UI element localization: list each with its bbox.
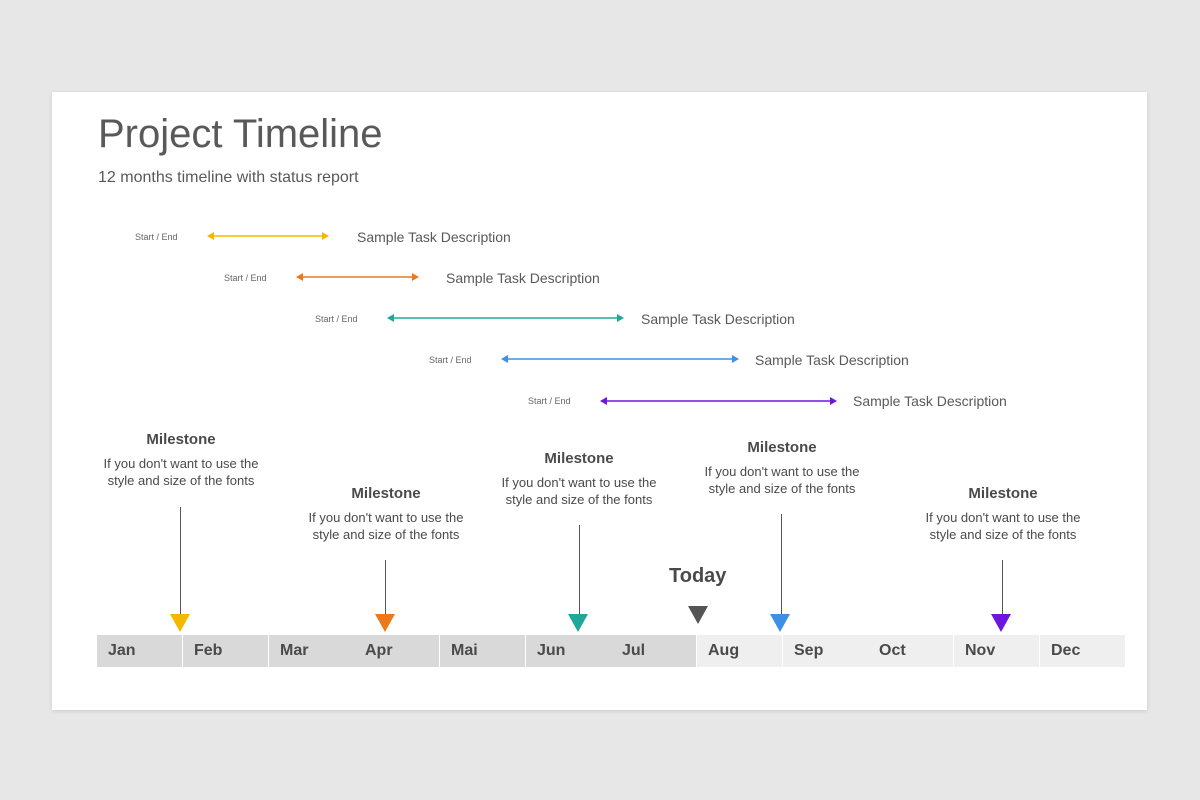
month-cell: Nov [954, 635, 1039, 667]
milestone-text: If you don't want to use the style and s… [501, 475, 657, 507]
milestone-title: Milestone [146, 431, 216, 448]
task-arrow [296, 272, 419, 282]
month-cell: Apr [354, 635, 439, 667]
milestone-text: If you don't want to use the style and s… [925, 510, 1081, 542]
task-description: Sample Task Description [853, 393, 1007, 409]
milestone-connector [385, 560, 386, 617]
task-description: Sample Task Description [446, 270, 600, 286]
task-arrow [387, 313, 624, 323]
task-start-end-label: Start / End [135, 232, 178, 242]
milestone-marker [170, 614, 190, 632]
task-start-end-label: Start / End [224, 273, 267, 283]
slide: Project Timeline 12 months timeline with… [52, 92, 1147, 710]
task-arrow [207, 231, 329, 241]
month-cell: Jan [97, 635, 182, 667]
milestone-connector [579, 525, 580, 617]
milestone-marker [770, 614, 790, 632]
month-cell: Mai [440, 635, 525, 667]
task-description: Sample Task Description [641, 311, 795, 327]
milestone-connector [180, 507, 181, 617]
milestone-marker [568, 614, 588, 632]
month-cell: Oct [868, 635, 953, 667]
page-title: Project Timeline [98, 112, 383, 156]
month-cell: Mar [269, 635, 354, 667]
milestone-title: Milestone [351, 485, 421, 502]
month-cell: Dec [1040, 635, 1125, 667]
milestone-connector [1002, 560, 1003, 617]
task-description: Sample Task Description [755, 352, 909, 368]
month-cell: Jun [526, 635, 611, 667]
task-start-end-label: Start / End [315, 314, 358, 324]
task-start-end-label: Start / End [528, 396, 571, 406]
milestone-text: If you don't want to use the style and s… [704, 464, 860, 496]
milestone-text: If you don't want to use the style and s… [308, 510, 464, 542]
month-cell: Jul [611, 635, 696, 667]
month-cell: Aug [697, 635, 782, 667]
today-marker [688, 606, 708, 624]
task-arrow [600, 396, 837, 406]
milestone-connector [781, 514, 782, 617]
milestone-marker [991, 614, 1011, 632]
task-arrow [501, 354, 739, 364]
month-cell: Sep [783, 635, 868, 667]
milestone-marker [375, 614, 395, 632]
milestone-text: If you don't want to use the style and s… [103, 456, 259, 488]
task-description: Sample Task Description [357, 229, 511, 245]
milestone-title: Milestone [968, 485, 1038, 502]
today-label: Today [669, 565, 727, 587]
milestone-title: Milestone [747, 439, 817, 456]
page-subtitle: 12 months timeline with status report [98, 169, 359, 186]
milestone-title: Milestone [544, 450, 614, 467]
month-cell: Feb [183, 635, 268, 667]
task-start-end-label: Start / End [429, 355, 472, 365]
